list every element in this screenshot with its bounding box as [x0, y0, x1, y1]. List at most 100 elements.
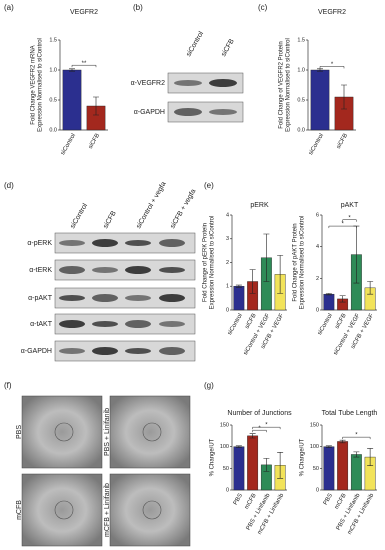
error-bar	[263, 458, 270, 472]
blot-band	[92, 294, 118, 302]
chart-title: VEGFR2	[70, 9, 98, 16]
blot-band	[59, 295, 85, 301]
y-tick-label: 1.0	[49, 67, 57, 73]
lane-label: siCFB + vegfa	[169, 188, 197, 230]
blot-band	[125, 240, 151, 246]
blot-band	[209, 109, 237, 115]
micrograph	[109, 473, 191, 547]
blot-band	[92, 347, 118, 355]
lane-label: siControl	[69, 202, 89, 230]
significance-bracket	[342, 219, 357, 222]
x-tick-label: siControl	[60, 133, 77, 157]
y-tick-label: 0	[226, 307, 229, 313]
y-axis-label: Expression Normalised to siControl	[38, 38, 44, 132]
panel-label: (e)	[204, 181, 214, 190]
blot-band	[92, 267, 118, 273]
blot-band	[59, 348, 85, 354]
significance-label: *	[331, 62, 334, 68]
y-tick-label: 0.5	[49, 97, 57, 103]
bar	[247, 435, 259, 491]
error-bar	[69, 68, 75, 72]
blot-band	[125, 348, 151, 354]
micrograph-center	[142, 500, 162, 520]
y-tick-label: 150	[310, 422, 319, 428]
x-tick-label: siControl	[227, 313, 244, 337]
panel-label: (g)	[204, 381, 214, 390]
error-bar	[277, 452, 284, 479]
chart-title: Number of Junctions	[227, 410, 292, 417]
y-tick-label: 6	[316, 212, 319, 218]
micrograph	[21, 395, 103, 469]
y-axis-label: Fold Change of pERK Protein	[203, 223, 209, 302]
blot-strip	[167, 101, 244, 123]
bar	[337, 441, 349, 491]
y-tick-label: 2	[316, 276, 319, 282]
y-tick-label: 0	[316, 487, 319, 493]
blot-band	[125, 320, 151, 328]
y-tick-label: 1.5	[297, 37, 305, 43]
bar	[62, 69, 82, 131]
blot-band	[159, 321, 185, 327]
x-tick-label: siControl	[308, 133, 325, 157]
error-bar	[353, 451, 360, 458]
error-bar	[325, 293, 332, 296]
antibody-label: α-pAKT	[28, 295, 53, 302]
chart-title: pAKT	[341, 202, 359, 209]
chart-title: pERK	[250, 202, 269, 209]
chart-title: Total Tube Length	[322, 410, 378, 417]
antibody-label: α-GAPDH	[134, 109, 165, 116]
image-label: PBS	[16, 425, 23, 439]
x-tick-label: mCFB	[244, 493, 258, 511]
error-bar	[339, 295, 346, 303]
error-bar	[325, 445, 332, 448]
blot-band	[174, 108, 202, 116]
error-bar	[317, 68, 323, 72]
y-tick-label: 0	[316, 307, 319, 313]
micrograph-center	[54, 422, 74, 442]
y-axis-label: Expression Normalised to siControl	[286, 38, 292, 132]
y-axis-label: Fold Change of VEGFR2 Protein	[279, 41, 285, 128]
bar	[233, 286, 245, 311]
bar	[233, 446, 245, 491]
x-tick-label: mCFB + Linifanib	[257, 492, 286, 536]
error-bar	[339, 439, 346, 444]
significance-bracket	[252, 426, 281, 430]
blot-band	[59, 266, 85, 274]
panel-label: (d)	[4, 181, 14, 190]
panel-label: (c)	[258, 3, 268, 12]
significance-label: **	[82, 61, 87, 67]
x-tick-label: PBS	[323, 493, 334, 506]
bar	[350, 454, 362, 491]
error-bar	[263, 233, 270, 282]
blot-band	[59, 320, 85, 328]
lane-label: siControl + vegfa	[135, 181, 167, 230]
error-bar	[235, 445, 242, 448]
y-tick-label: 100	[310, 444, 319, 450]
y-tick-label: 0.0	[297, 127, 305, 133]
error-bar	[277, 255, 284, 294]
significance-bracket	[328, 225, 357, 229]
image-label: mCFB + Linifanib	[104, 483, 111, 537]
y-axis-label: Fold Change VEGFR2 mRNA	[31, 45, 37, 124]
x-tick-label: siCFB	[244, 313, 257, 330]
blot-band	[125, 266, 151, 274]
y-tick-label: 1.0	[297, 67, 305, 73]
blot-band	[59, 240, 85, 246]
chart-title: VEGFR2	[318, 9, 346, 16]
bar	[323, 446, 335, 491]
lane-label: siCFB	[220, 38, 236, 58]
blot-band	[159, 347, 185, 355]
micrograph	[109, 395, 191, 469]
blot-band	[92, 239, 118, 247]
significance-label: *	[265, 423, 268, 429]
y-tick-label: 0.0	[49, 127, 57, 133]
significance-bracket	[71, 64, 97, 68]
x-tick-label: siCFB	[88, 133, 101, 150]
error-bar	[249, 433, 256, 439]
y-tick-label: 50	[313, 466, 319, 472]
bar	[323, 293, 335, 311]
y-tick-label: 50	[223, 466, 229, 472]
significance-label: *	[258, 426, 261, 432]
y-axis-label: % Change/UT	[300, 438, 306, 476]
